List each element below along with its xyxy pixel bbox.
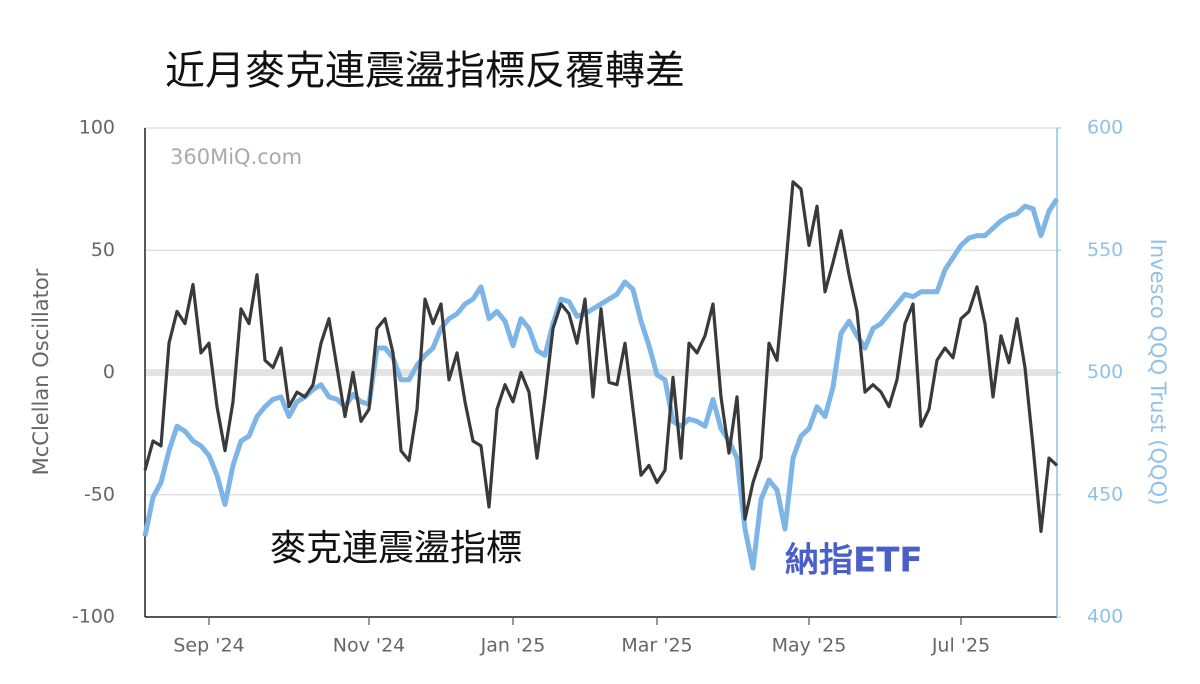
y-axis-label: McClellan Oscillator [29,268,53,475]
y-tick-label: -100 [72,606,115,628]
y2-tick-label: 400 [1087,606,1123,628]
y-tick-label: 100 [79,117,115,139]
watermark: 360MiQ.com [170,145,302,169]
y2-tick-label: 450 [1087,483,1123,505]
x-tick-label: Nov '24 [333,635,406,657]
y2-tick-label: 500 [1087,361,1123,383]
y2-tick-label: 600 [1087,117,1123,139]
x-tick-label: Mar '25 [621,635,692,657]
x-tick-label: May '25 [772,635,847,657]
y-tick-label: -50 [84,483,115,505]
y2-axis-label: Invesco QQQ Trust (QQQ) [1146,239,1170,506]
y2-tick-label: 550 [1087,239,1123,261]
series-label: 納指ETF [785,541,923,581]
x-tick-label: Sep '24 [173,635,244,657]
y-tick-label: 50 [91,239,115,261]
series-line [143,180,1059,533]
series-line [142,197,1060,571]
series-label: 麥克連震盪指標 [270,528,522,569]
x-tick-label: Jul '25 [931,635,990,657]
chart-title: 近月麥克連震盪指標反覆轉差 [165,48,685,94]
x-tick-label: Jan '25 [480,635,546,657]
y-tick-label: 0 [103,361,115,383]
